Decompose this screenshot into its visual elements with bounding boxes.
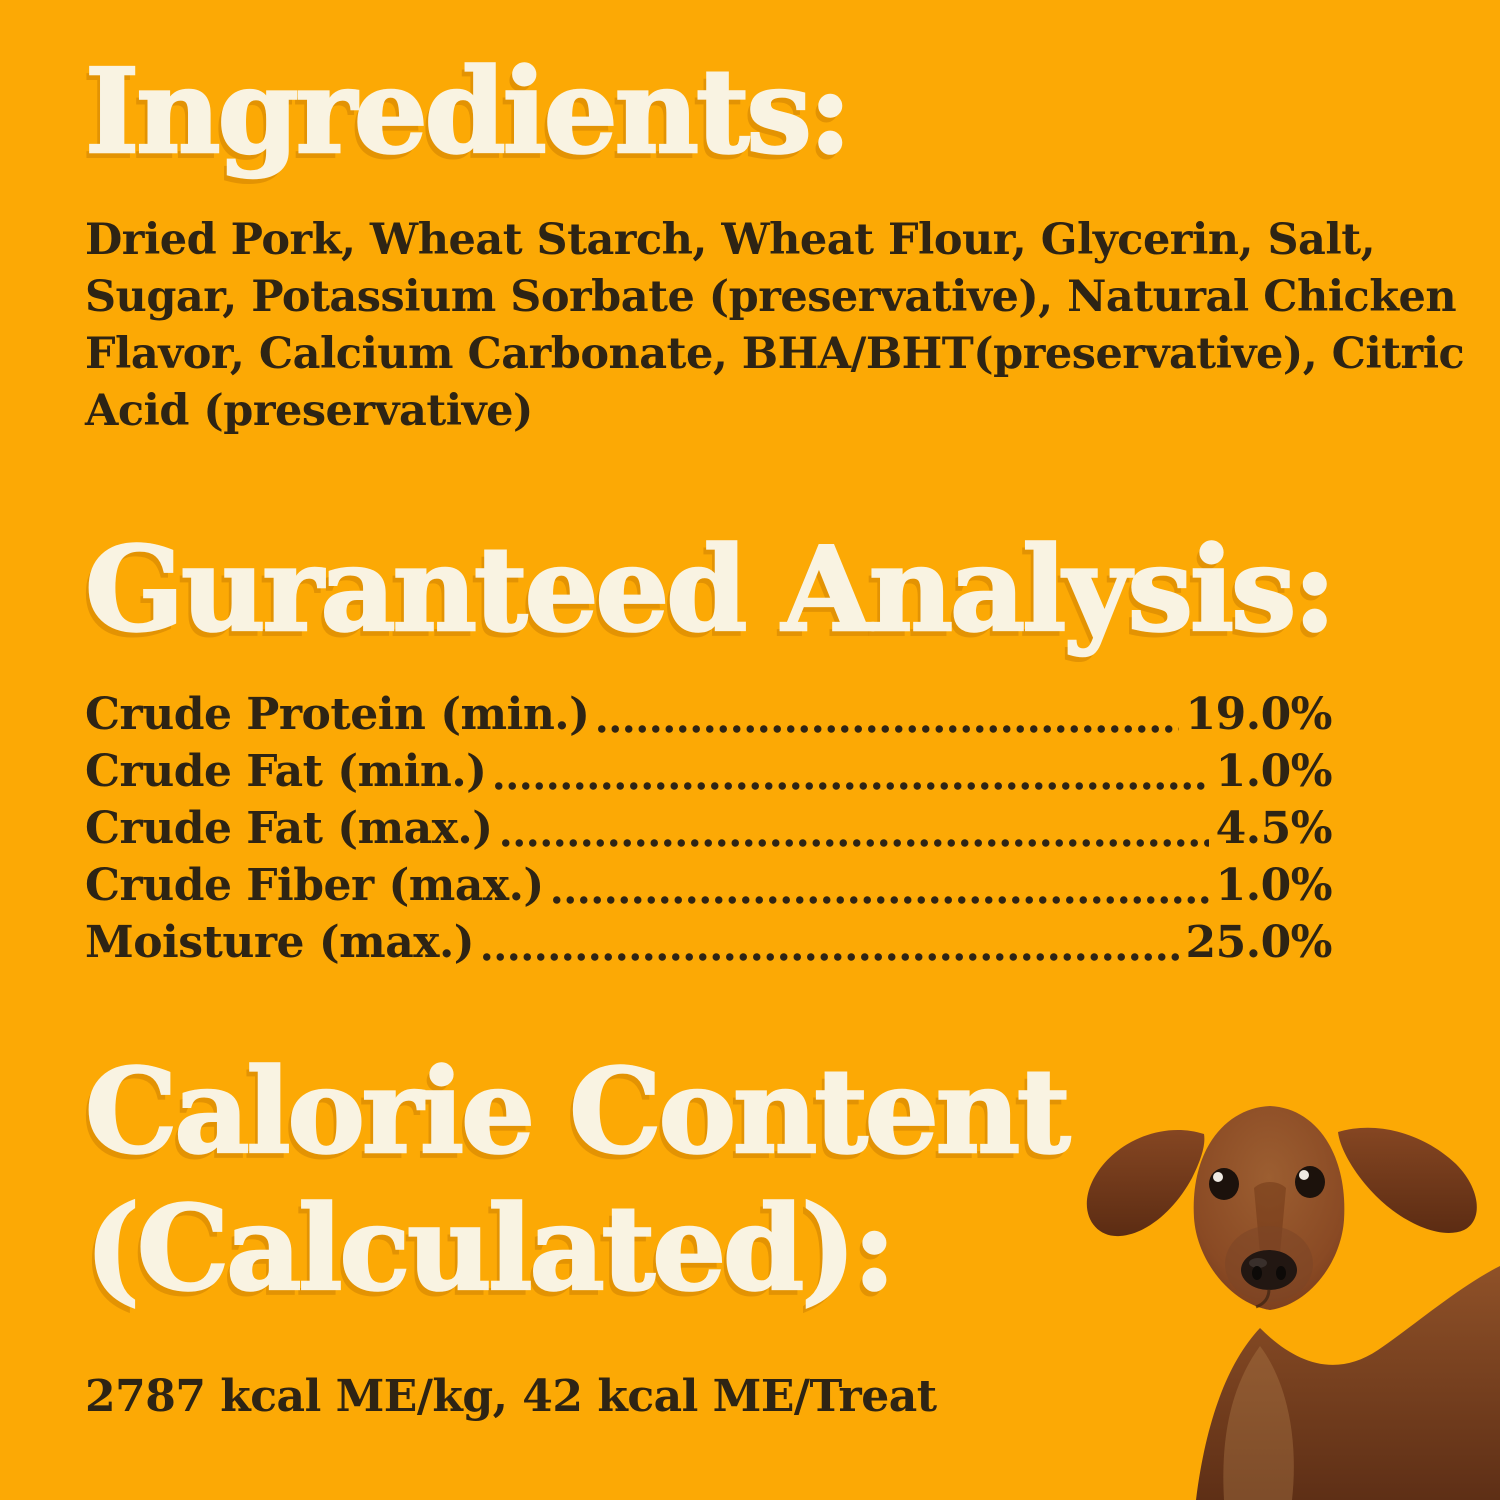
analysis-row-value: 25.0% — [1185, 917, 1333, 968]
dog-nose-sheen — [1249, 1258, 1267, 1268]
dog-eye-left-glint — [1213, 1172, 1223, 1182]
dotted-leader — [498, 800, 1209, 857]
calorie-heading-line1: Calorie Content — [84, 1043, 1072, 1182]
analysis-row: Crude Fat (min.) 1.0% — [85, 743, 1333, 800]
guaranteed-analysis-table: Crude Protein (min.) 19.0% Crude Fat (mi… — [85, 686, 1333, 971]
analysis-row: Moisture (max.) 25.0% — [85, 914, 1333, 971]
analysis-row-value: 19.0% — [1185, 689, 1333, 740]
analysis-row: Crude Protein (min.) 19.0% — [85, 686, 1333, 743]
dog-mouth-line — [1255, 1288, 1271, 1309]
analysis-row-value: 4.5% — [1215, 803, 1333, 854]
dog-body — [1196, 1266, 1500, 1500]
dog-nostril-left — [1252, 1266, 1262, 1280]
dog-ear-right — [1338, 1127, 1477, 1233]
dotted-leader — [480, 914, 1179, 971]
dog-eye-left — [1209, 1168, 1239, 1200]
analysis-row-label: Crude Fat (min.) — [85, 746, 487, 797]
dotted-leader — [492, 743, 1209, 800]
ingredients-line: Dried Pork, Wheat Starch, Wheat Flour, G… — [85, 215, 1376, 265]
analysis-row: Crude Fiber (max.) 1.0% — [85, 857, 1333, 914]
dotted-leader — [595, 686, 1179, 743]
dog-nostril-right — [1276, 1266, 1286, 1280]
ingredients-line: Acid (preservative) — [85, 386, 533, 436]
analysis-row-label: Crude Fat (max.) — [85, 803, 493, 854]
analysis-row: Crude Fat (max.) 4.5% — [85, 800, 1333, 857]
dachshund-dog-photo — [1086, 1106, 1500, 1500]
analysis-row-value: 1.0% — [1215, 860, 1333, 911]
calorie-heading-line2: (Calculated): — [84, 1180, 897, 1319]
analysis-row-value: 1.0% — [1215, 746, 1333, 797]
dog-eye-right-glint — [1299, 1170, 1309, 1180]
analysis-row-label: Crude Protein (min.) — [85, 689, 590, 740]
dog-nose — [1241, 1250, 1297, 1290]
ingredients-heading: Ingredients: — [84, 43, 853, 181]
ingredients-text: Dried Pork, Wheat Starch, Wheat Flour, G… — [85, 212, 1465, 440]
calorie-content-heading: Calorie Content (Calculated): — [84, 1043, 1460, 1319]
ingredients-line: Sugar, Potassium Sorbate (preservative),… — [85, 272, 1457, 322]
calorie-value-text: 2787 kcal ME/kg, 42 kcal ME/Treat — [85, 1371, 937, 1422]
analysis-row-label: Moisture (max.) — [85, 917, 475, 968]
dog-ear-left — [1086, 1129, 1205, 1237]
dog-chest-highlight — [1223, 1346, 1294, 1500]
dotted-leader — [549, 857, 1209, 914]
guaranteed-analysis-heading: Guranteed Analysis: — [84, 521, 1338, 659]
dog-eye-right — [1295, 1166, 1325, 1198]
ingredients-line: Flavor, Calcium Carbonate, BHA/BHT(prese… — [85, 329, 1465, 379]
analysis-row-label: Crude Fiber (max.) — [85, 860, 544, 911]
